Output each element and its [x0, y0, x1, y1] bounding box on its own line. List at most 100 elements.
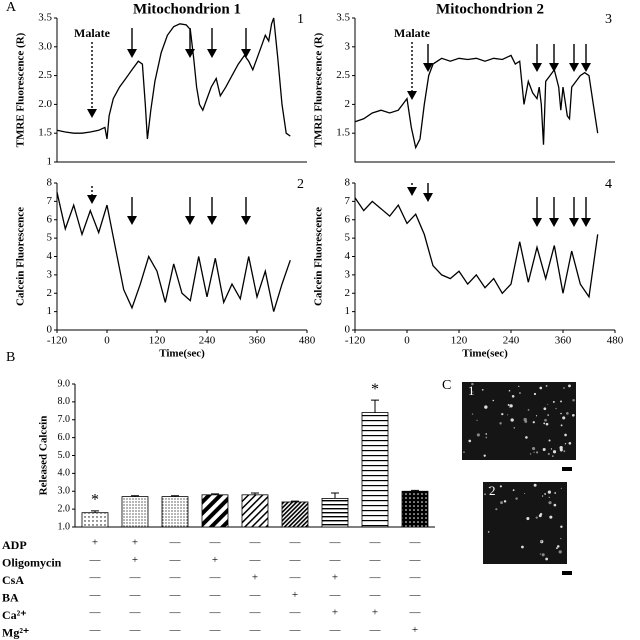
micrograph	[462, 382, 576, 460]
arrow-head	[241, 49, 251, 58]
chart-title: Mitochondrion 2	[436, 1, 544, 17]
y-tick-label: 1	[345, 305, 351, 317]
error-bar	[291, 500, 299, 502]
treatment-mark: —	[129, 624, 142, 636]
y-tick-label: 3.5	[336, 12, 350, 24]
treatment-mark: +	[332, 607, 338, 619]
y-tick-label: 1.5	[336, 127, 350, 139]
y-tick-label: 5	[345, 232, 351, 244]
x-tick-label: 360	[249, 335, 266, 347]
y-tick-label: 3.0	[38, 40, 52, 52]
treatment-mark: —	[249, 607, 262, 619]
error-bar	[211, 493, 219, 495]
treatment-mark: —	[329, 624, 342, 636]
treatment-mark: +	[372, 607, 378, 619]
treatment-name: BA	[2, 590, 19, 604]
y-tick-label: 3.5	[38, 12, 52, 24]
y-tick-label: 8.0	[58, 396, 71, 407]
arrow-head	[207, 216, 217, 225]
treatment-mark: —	[89, 572, 102, 584]
x-tick-label: 0	[404, 335, 410, 347]
treatment-mark: —	[89, 607, 102, 619]
arrow-head	[532, 63, 542, 72]
subplot-label: 4	[605, 177, 612, 192]
treatment-mark: +	[412, 624, 418, 636]
subplot-label: 2	[297, 177, 304, 192]
treatment-name: Ca²⁺	[2, 608, 27, 622]
x-tick-label: -120	[47, 335, 68, 347]
significance-mark: *	[371, 381, 379, 398]
image-label: 1	[468, 383, 475, 398]
treatment-mark: —	[369, 554, 382, 566]
error-bar	[371, 399, 379, 413]
y-tick-label: 0	[47, 324, 53, 336]
arrow-head	[87, 109, 97, 118]
treatment-mark: —	[89, 624, 102, 636]
x-tick-label: 0	[104, 335, 110, 347]
treatment-mark: —	[129, 572, 142, 584]
treatment-name: CsA	[2, 573, 24, 587]
x-tick-label: 120	[149, 335, 166, 347]
y-tick-label: 1.5	[38, 127, 52, 139]
treatment-mark: +	[292, 589, 298, 601]
treatment-mark: —	[409, 589, 422, 601]
y-tick-label: 6.0	[58, 432, 71, 443]
x-tick-label: 480	[607, 335, 624, 347]
annotation: Malate	[74, 26, 111, 40]
error-bar	[91, 510, 99, 513]
y-tick-label: 2.5	[336, 69, 350, 81]
micrograph	[483, 482, 567, 564]
arrow-head	[569, 218, 579, 227]
treatment-mark: —	[249, 554, 262, 566]
subplot-label: 1	[297, 12, 304, 27]
y-tick-label: 2.5	[38, 69, 52, 81]
bar	[121, 496, 149, 528]
treatment-mark: —	[369, 572, 382, 584]
x-tick-label: 120	[451, 335, 468, 347]
y-tick-label: 6	[47, 213, 53, 225]
bar	[201, 494, 229, 528]
y-tick-label: 7	[345, 195, 351, 207]
y-tick-label: 0	[345, 324, 351, 336]
bar	[81, 512, 109, 528]
treatment-mark: —	[369, 589, 382, 601]
y-tick-label: 2	[345, 98, 351, 110]
treatment-mark: —	[409, 554, 422, 566]
treatment-mark: —	[209, 589, 222, 601]
treatment-mark: —	[89, 554, 102, 566]
y-axis-label: Calcein Fluorescence	[313, 207, 325, 306]
data-line	[56, 192, 291, 312]
treatment-mark: —	[409, 537, 422, 549]
treatment-mark: +	[92, 537, 98, 549]
arrow-head	[185, 49, 195, 58]
y-tick-label: 2	[345, 287, 351, 299]
arrow-head	[127, 49, 137, 58]
bar	[361, 412, 389, 528]
treatment-mark: +	[212, 554, 218, 566]
arrow-head	[581, 63, 591, 72]
treatment-mark: —	[89, 589, 102, 601]
y-tick-label: 1	[47, 305, 53, 317]
treatment-mark: +	[132, 554, 138, 566]
data-line	[354, 54, 599, 150]
y-tick-label: 1.0	[58, 521, 71, 532]
bar	[321, 497, 349, 528]
y-tick-label: 2.0	[58, 503, 71, 514]
treatment-mark: —	[289, 624, 302, 636]
treatment-mark: —	[329, 554, 342, 566]
y-tick-label: 1	[47, 156, 53, 168]
treatment-mark: —	[249, 624, 262, 636]
x-tick-label: 240	[503, 335, 520, 347]
treatment-mark: —	[249, 537, 262, 549]
bar	[281, 501, 309, 528]
treatment-mark: —	[129, 607, 142, 619]
x-axis-label: Time(sec)	[462, 348, 508, 360]
chart-title: Mitochondrion 1	[133, 1, 241, 17]
y-tick-label: 3.0	[58, 486, 71, 497]
treatment-mark: —	[209, 607, 222, 619]
axis	[354, 18, 615, 163]
significance-mark: *	[91, 492, 99, 509]
treatment-mark: —	[209, 572, 222, 584]
treatment-mark: —	[369, 537, 382, 549]
